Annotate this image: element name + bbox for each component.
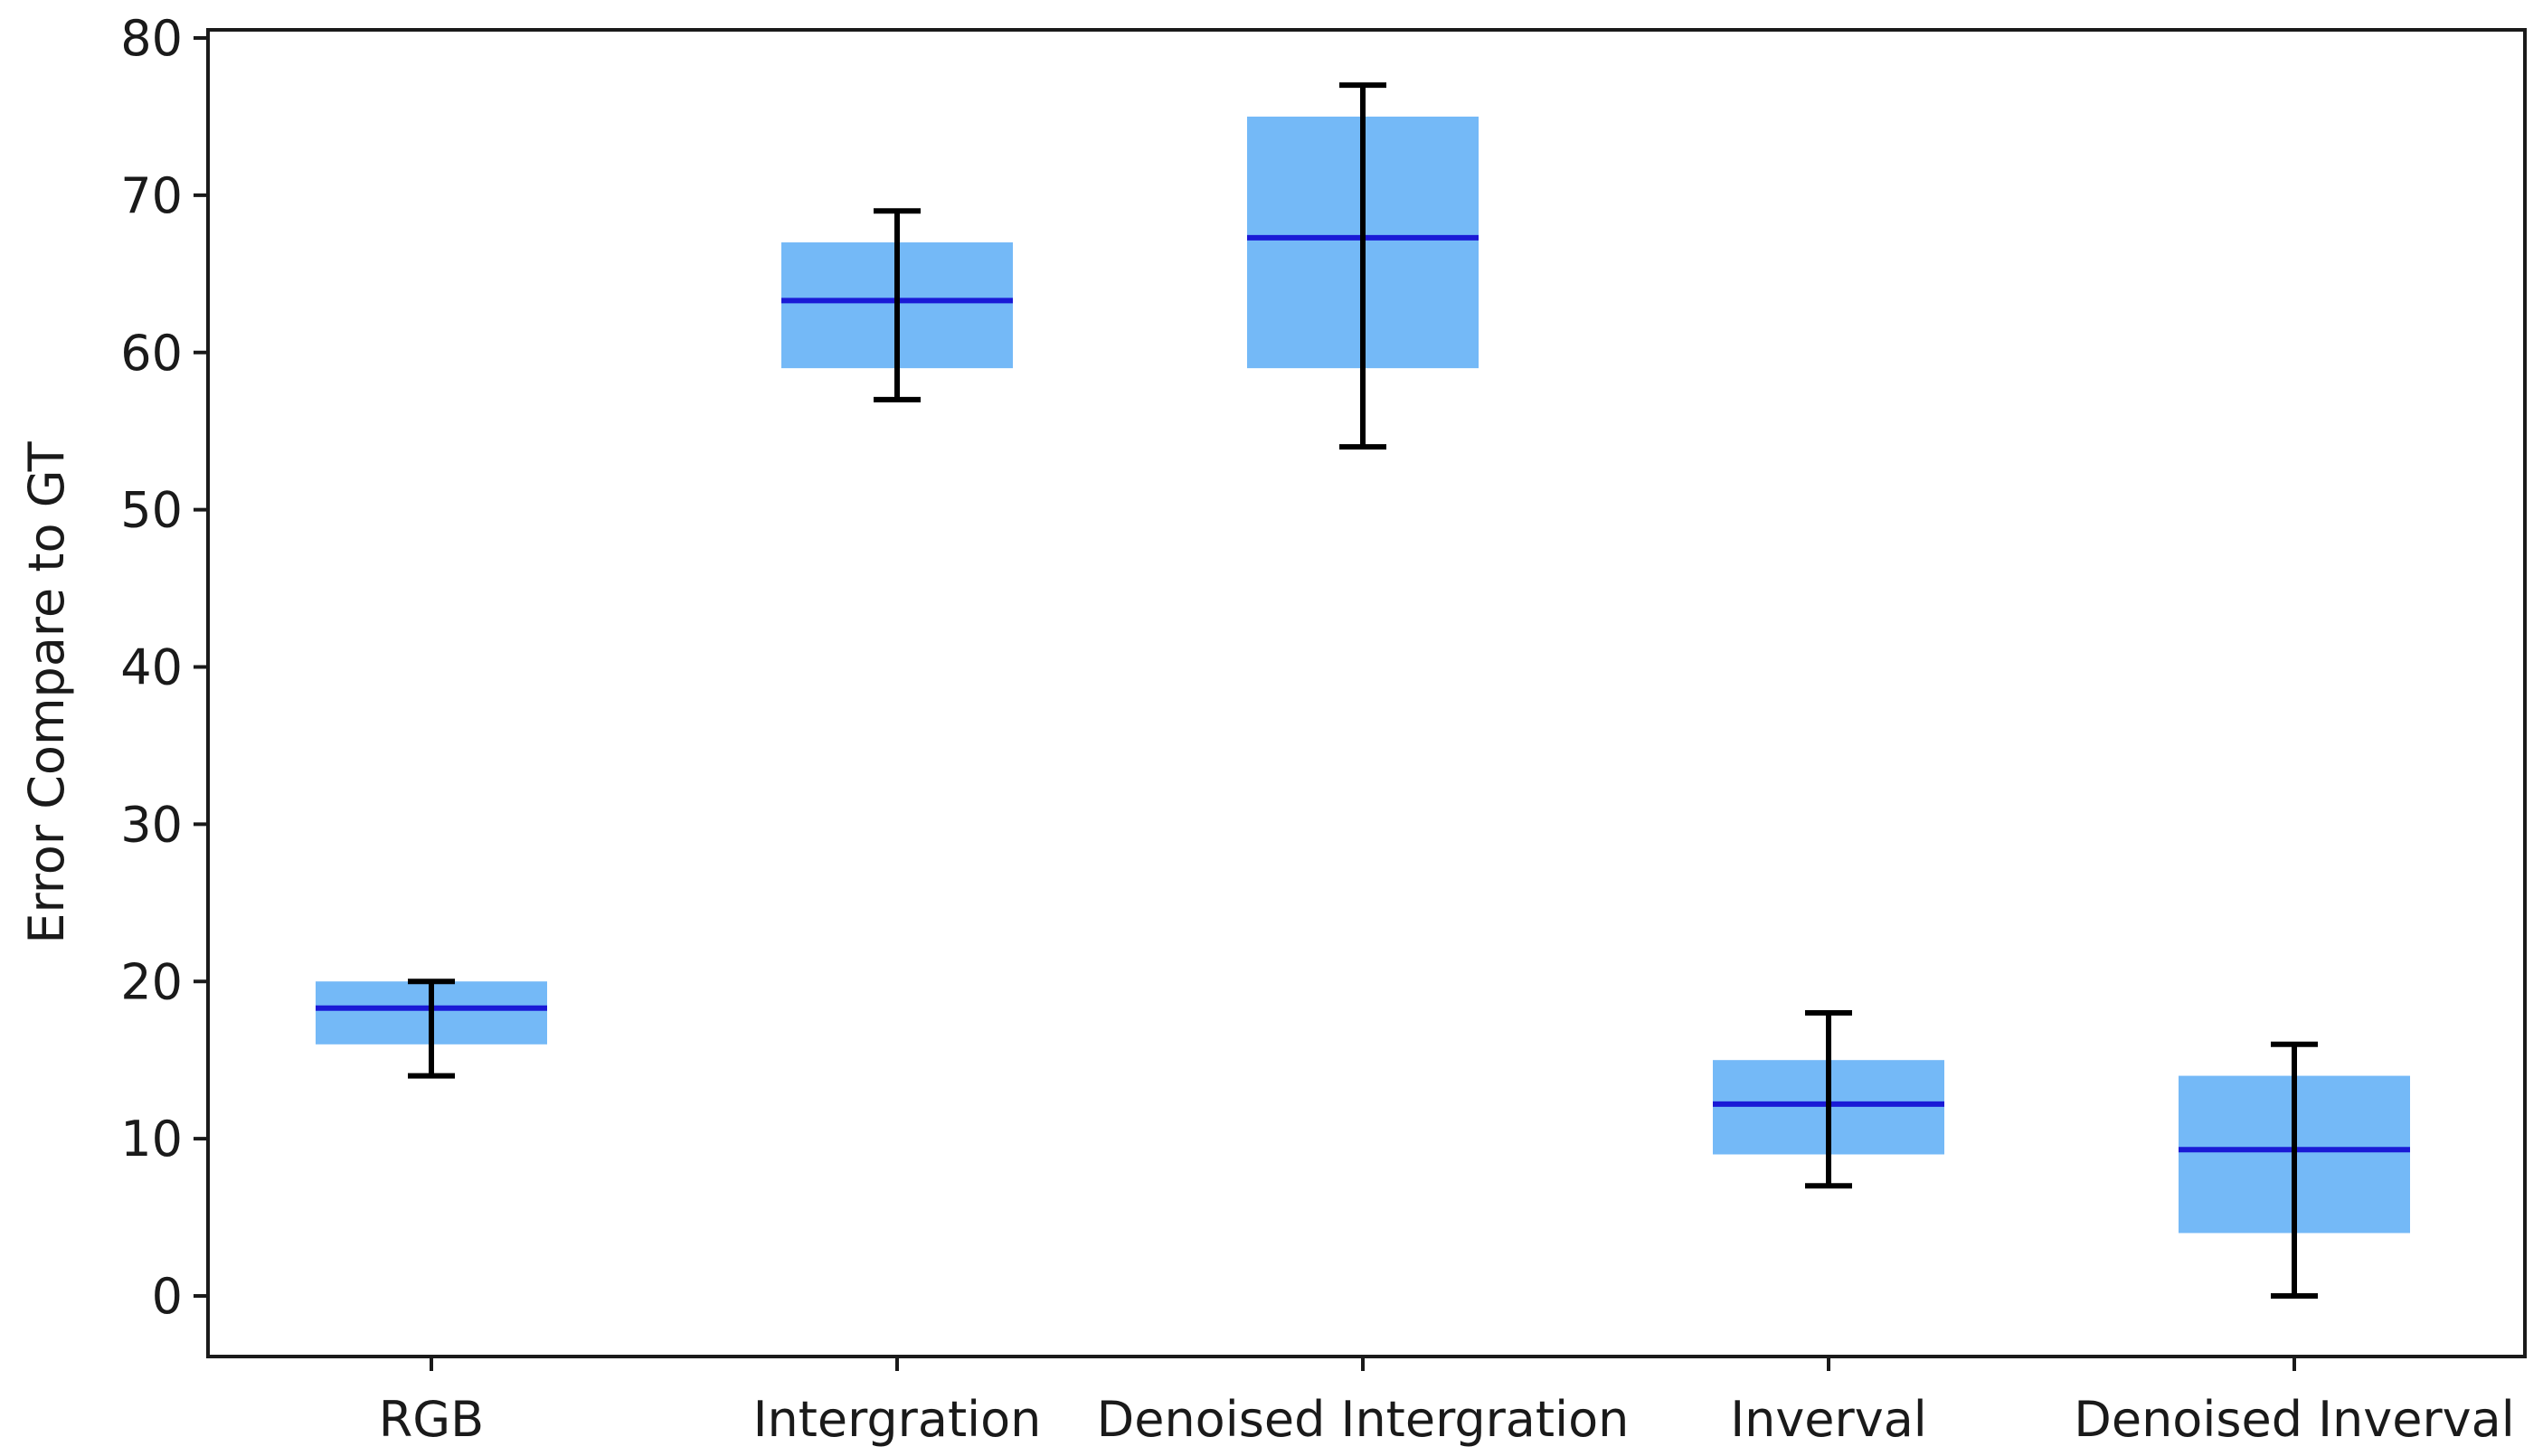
x-tick-label: Denoised Intergration [1097, 1391, 1630, 1448]
box-series [316, 82, 2410, 1299]
y-tick-label: 10 [120, 1111, 183, 1168]
y-axis-label: Error Compare to GT [18, 440, 75, 943]
plot-frame [206, 28, 2527, 1358]
y-tick-label: 20 [120, 953, 183, 1010]
x-tick-label: Denoised Inverval [2074, 1391, 2514, 1448]
y-tick-label: 80 [120, 10, 183, 67]
y-tick-label: 0 [152, 1268, 183, 1325]
x-tick-label: Intergration [753, 1391, 1042, 1448]
y-tick-label: 60 [120, 325, 183, 382]
x-tick-label: RGB [379, 1391, 484, 1448]
y-tick-label: 40 [120, 639, 183, 696]
y-tick-label: 50 [120, 482, 183, 539]
y-tick-label: 70 [120, 167, 183, 224]
y-tick-label: 30 [120, 796, 183, 853]
y-axis-ticks: 0 10 20 30 40 50 60 70 80 [120, 10, 208, 1325]
x-tick-label: Inverval [1730, 1391, 1927, 1448]
x-axis-ticks: RGB Intergration Denoised Intergration Inve… [379, 1357, 2515, 1448]
